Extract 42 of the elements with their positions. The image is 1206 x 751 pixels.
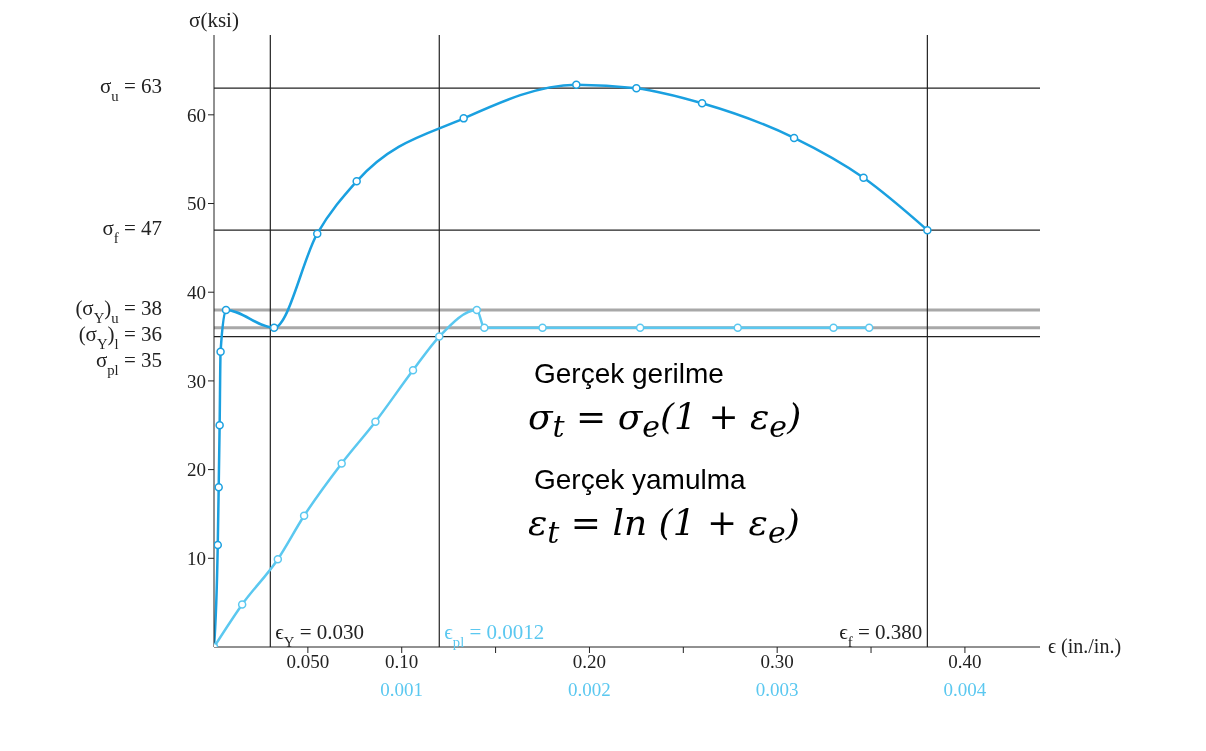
x2-tick-label: 0.001 (380, 679, 424, 701)
annotation: ε$_{t}$ = ln (1 + ε$_{e}$) (528, 502, 801, 551)
annotation: Gerçek gerilme (534, 358, 725, 390)
x-tick-label: 0.40 (948, 651, 982, 673)
y-tick-label: 20 (187, 459, 206, 481)
point (215, 421, 224, 430)
y-tick-label: 30 (187, 370, 206, 392)
point (313, 229, 322, 238)
point (632, 83, 641, 93)
ref-line-label: ϵ$_{f}$ = 0.380 (839, 620, 923, 650)
y-tick-label: 50 (187, 193, 206, 215)
ref-line-label: σ$_{u}$ = 63 (99, 74, 162, 105)
point (216, 347, 225, 356)
x-tick-label: 0.050 (286, 651, 330, 673)
ref-line-label: (σ$_{Y}$)$_{u}$ = 38 (75, 295, 162, 326)
point (269, 323, 279, 332)
ref-line-label: σ$_{f}$ = 47 (102, 216, 162, 247)
point (214, 483, 223, 492)
point (214, 540, 223, 550)
ref-line-label: ϵ$_{Y}$ = 0.030 (275, 620, 365, 650)
x2-tick-label: 0.003 (755, 679, 799, 701)
x-tick-label: 0.20 (572, 651, 607, 673)
point (572, 80, 581, 89)
x2-tick-label: 0.004 (943, 679, 987, 701)
y-tick-label: 60 (187, 104, 206, 126)
point (859, 173, 868, 183)
point (789, 133, 799, 143)
x-axis-title: ϵ (in./in.) (1048, 635, 1122, 658)
point (697, 99, 707, 108)
y-tick-label: 40 (187, 281, 206, 303)
ref-line-label: ϵ$_{pl}$ = 0.0012 (444, 620, 545, 650)
point (221, 305, 231, 315)
annotation: σ$_{t}$ = σ$_{e}$(1 + ε$_{e}$) (528, 396, 802, 445)
annotation: Gerçek yamulma (534, 464, 747, 497)
point (352, 177, 361, 186)
x-tick-label: 0.30 (760, 651, 794, 673)
x-tick-label: 0.10 (385, 651, 419, 673)
point (923, 225, 932, 235)
y-axis-title: σ(ksi) (189, 8, 239, 32)
point (459, 114, 468, 123)
y-tick-label: 10 (187, 548, 206, 570)
x2-tick-label: 0.002 (568, 679, 611, 701)
